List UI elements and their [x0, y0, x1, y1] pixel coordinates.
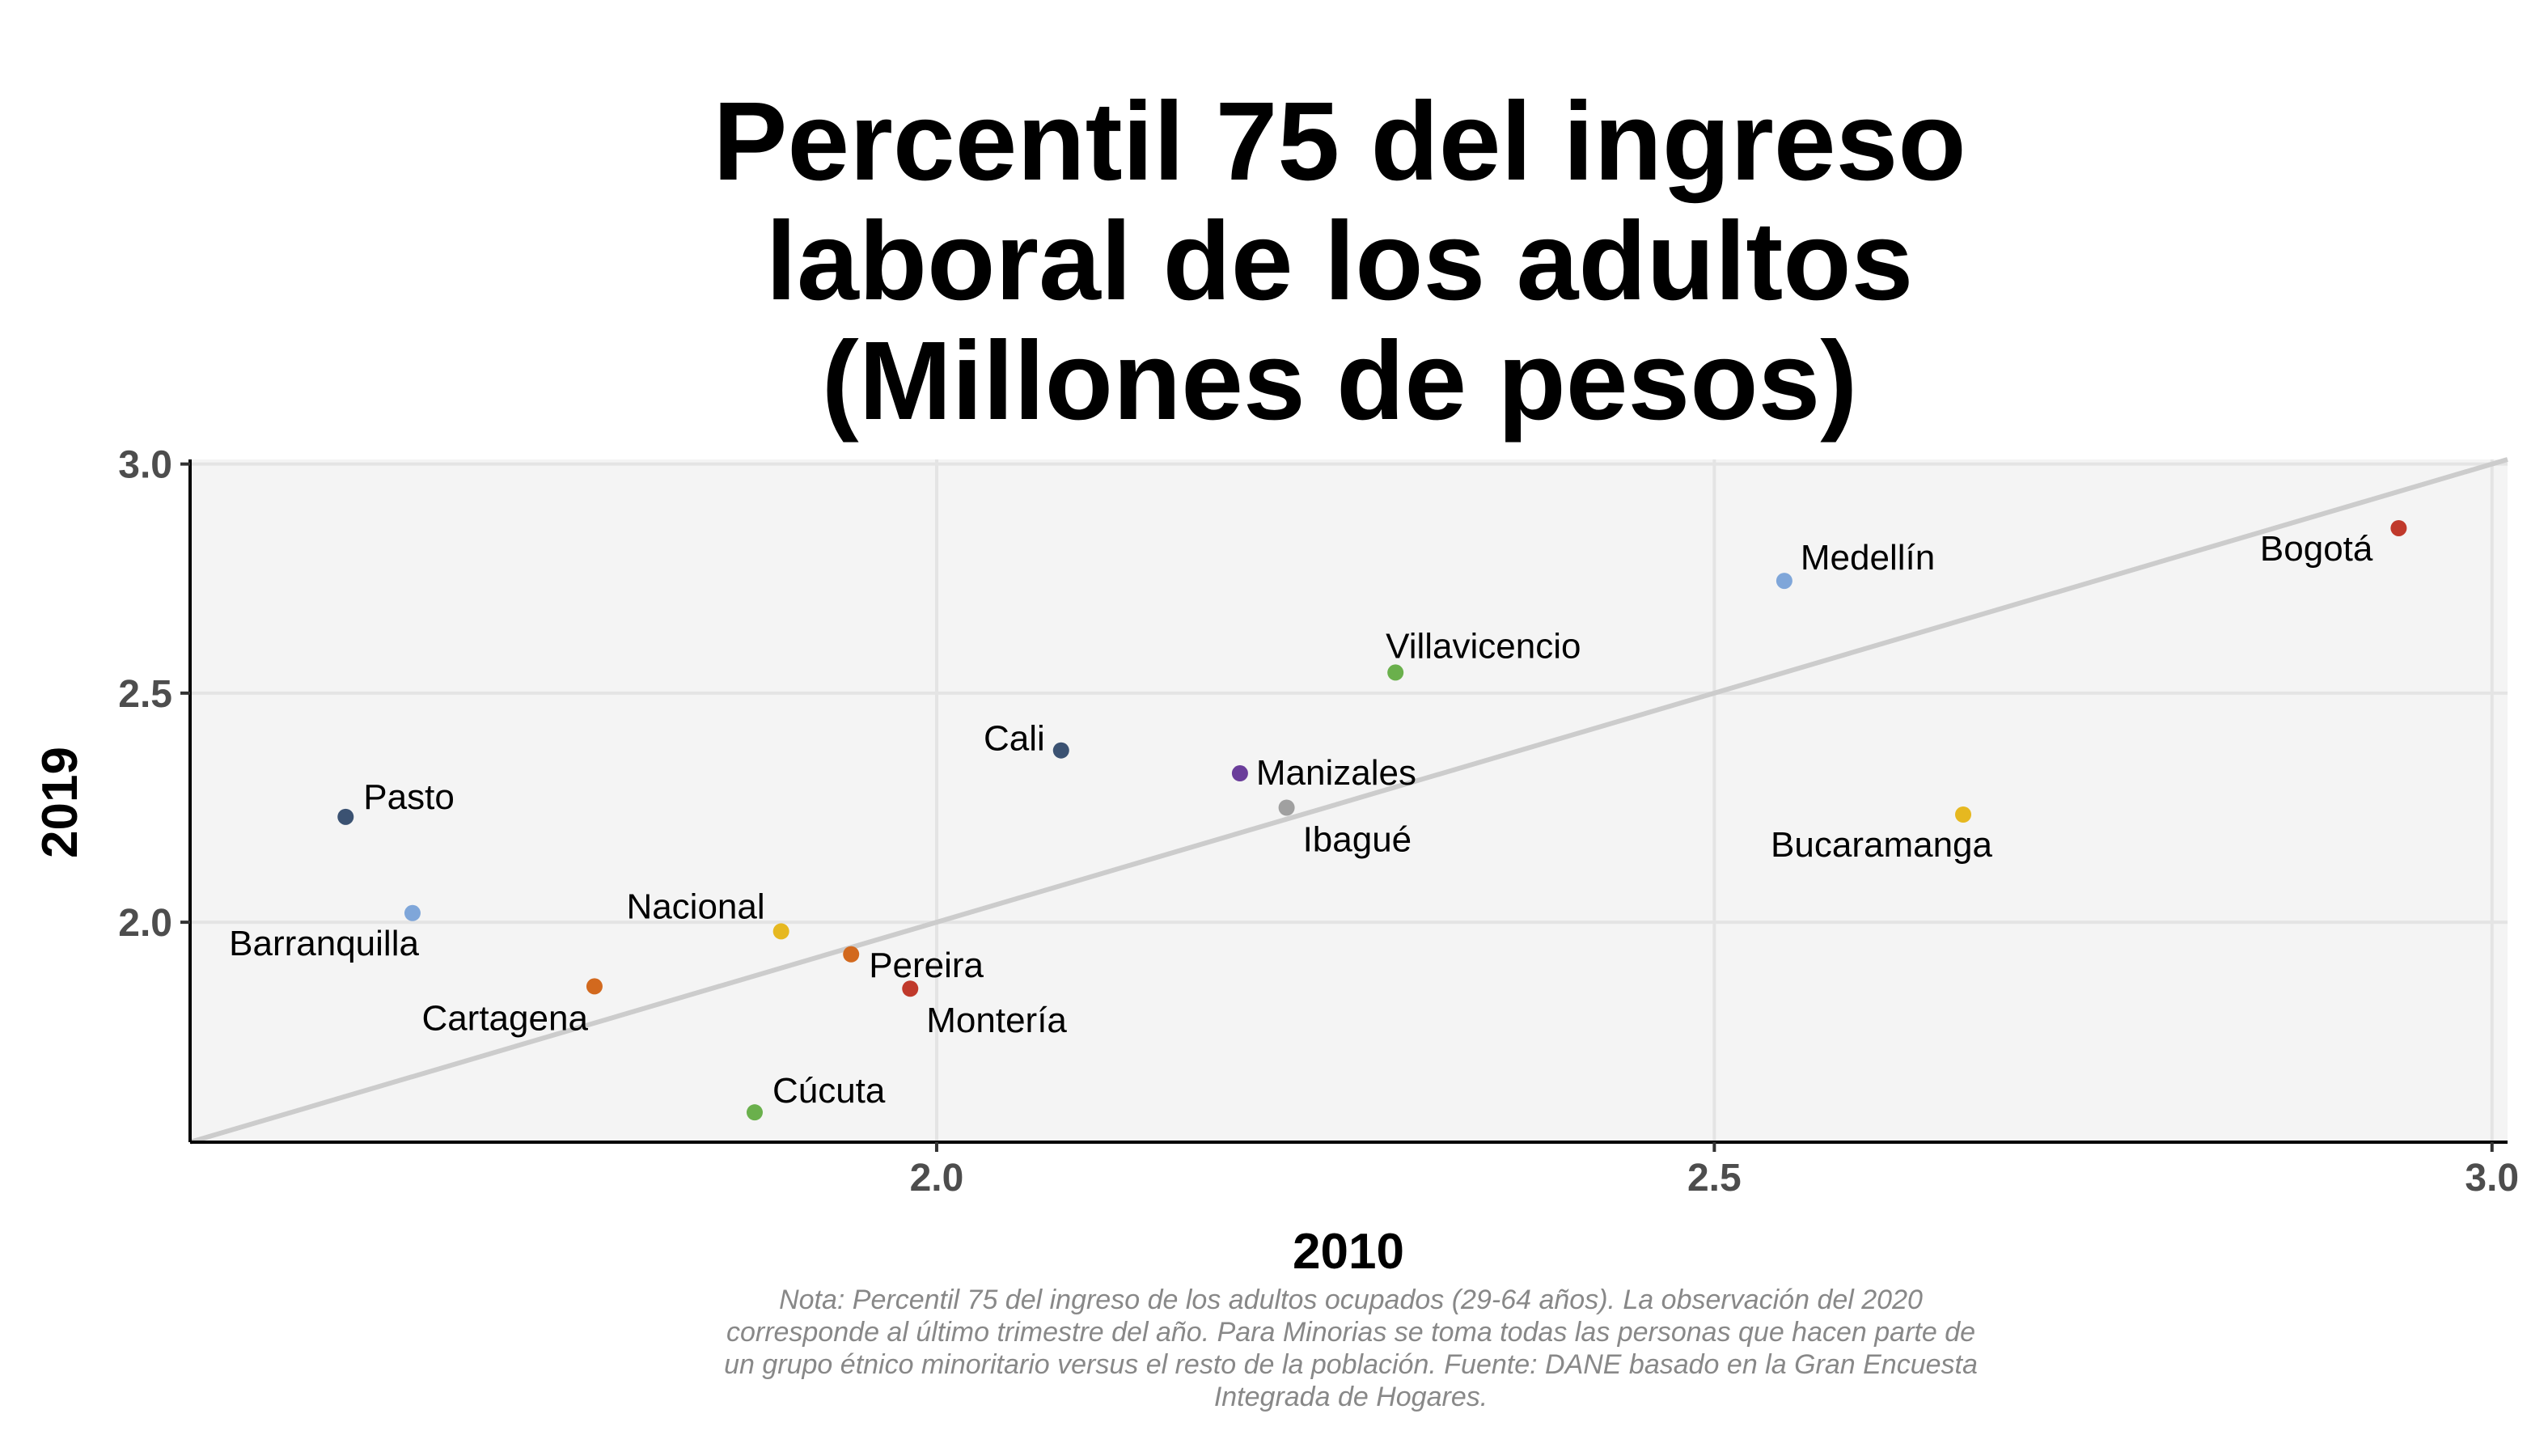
data-labels: Bogotá Medellín Villavicencio Cali Manizales… — [229, 529, 2373, 1111]
data-label: Barranquilla — [229, 924, 419, 963]
footnote-line-1: Nota: Percentil 75 del ingreso de los ad… — [779, 1285, 1923, 1315]
data-point — [1776, 573, 1792, 590]
axis-ticks: 2.0 2.5 3.0 2.0 2.5 3.0 — [118, 444, 2519, 1200]
chart-title: Percentil 75 del ingreso laboral de los … — [713, 79, 1966, 443]
y-tick-label: 2.5 — [118, 673, 172, 716]
y-tick-label: 2.0 — [118, 902, 172, 945]
data-label: Manizales — [1256, 753, 1416, 793]
data-label: Villavicencio — [1386, 626, 1581, 666]
data-label: Medellín — [1801, 538, 1935, 578]
data-label: Cartagena — [421, 998, 588, 1038]
data-point — [2390, 519, 2407, 536]
data-points — [337, 519, 2407, 1121]
footnote-line-2: corresponde al último trimestre del año.… — [726, 1317, 1975, 1348]
data-label: Cúcuta — [772, 1071, 886, 1111]
y-tick-label: 3.0 — [118, 444, 172, 487]
data-label: Montería — [926, 1001, 1067, 1040]
data-point — [586, 978, 603, 995]
x-tick-label: 2.5 — [1687, 1157, 1742, 1200]
x-tick-label: 2.0 — [910, 1157, 964, 1200]
data-point — [1387, 664, 1404, 681]
data-label: Ibagué — [1303, 819, 1412, 859]
data-label: Bogotá — [2260, 529, 2373, 569]
chart-title-line-2: laboral de los adultos — [766, 199, 1914, 324]
y-axis-title: 2019 — [32, 747, 88, 858]
data-point — [1278, 799, 1295, 816]
data-point — [902, 980, 919, 997]
footnote-line-3: un grupo étnico minoritario versus el re… — [724, 1349, 1978, 1380]
footnote-line-4: Integrada de Hogares. — [1214, 1382, 1488, 1412]
data-point — [1052, 742, 1069, 759]
grid-lines — [190, 459, 2508, 1142]
data-point — [404, 904, 421, 921]
data-label: Bucaramanga — [1771, 825, 1992, 865]
data-label: Nacional — [626, 887, 764, 926]
chart-title-line-3: (Millones de pesos) — [822, 319, 1858, 443]
x-axis-title: 2010 — [1293, 1224, 1404, 1280]
data-label: Pasto — [363, 777, 455, 817]
data-point — [843, 946, 860, 963]
data-point — [1955, 806, 1972, 823]
data-label: Pereira — [869, 946, 984, 985]
data-point — [772, 923, 789, 940]
identity-reference-line — [189, 457, 2508, 1145]
data-point — [337, 808, 354, 825]
footnote: Nota: Percentil 75 del ingreso de los ad… — [724, 1285, 1978, 1412]
data-point — [746, 1104, 763, 1121]
data-point — [1231, 765, 1248, 782]
x-tick-label: 3.0 — [2465, 1157, 2519, 1200]
data-label: Cali — [984, 719, 1045, 759]
chart-title-line-1: Percentil 75 del ingreso — [713, 79, 1966, 204]
